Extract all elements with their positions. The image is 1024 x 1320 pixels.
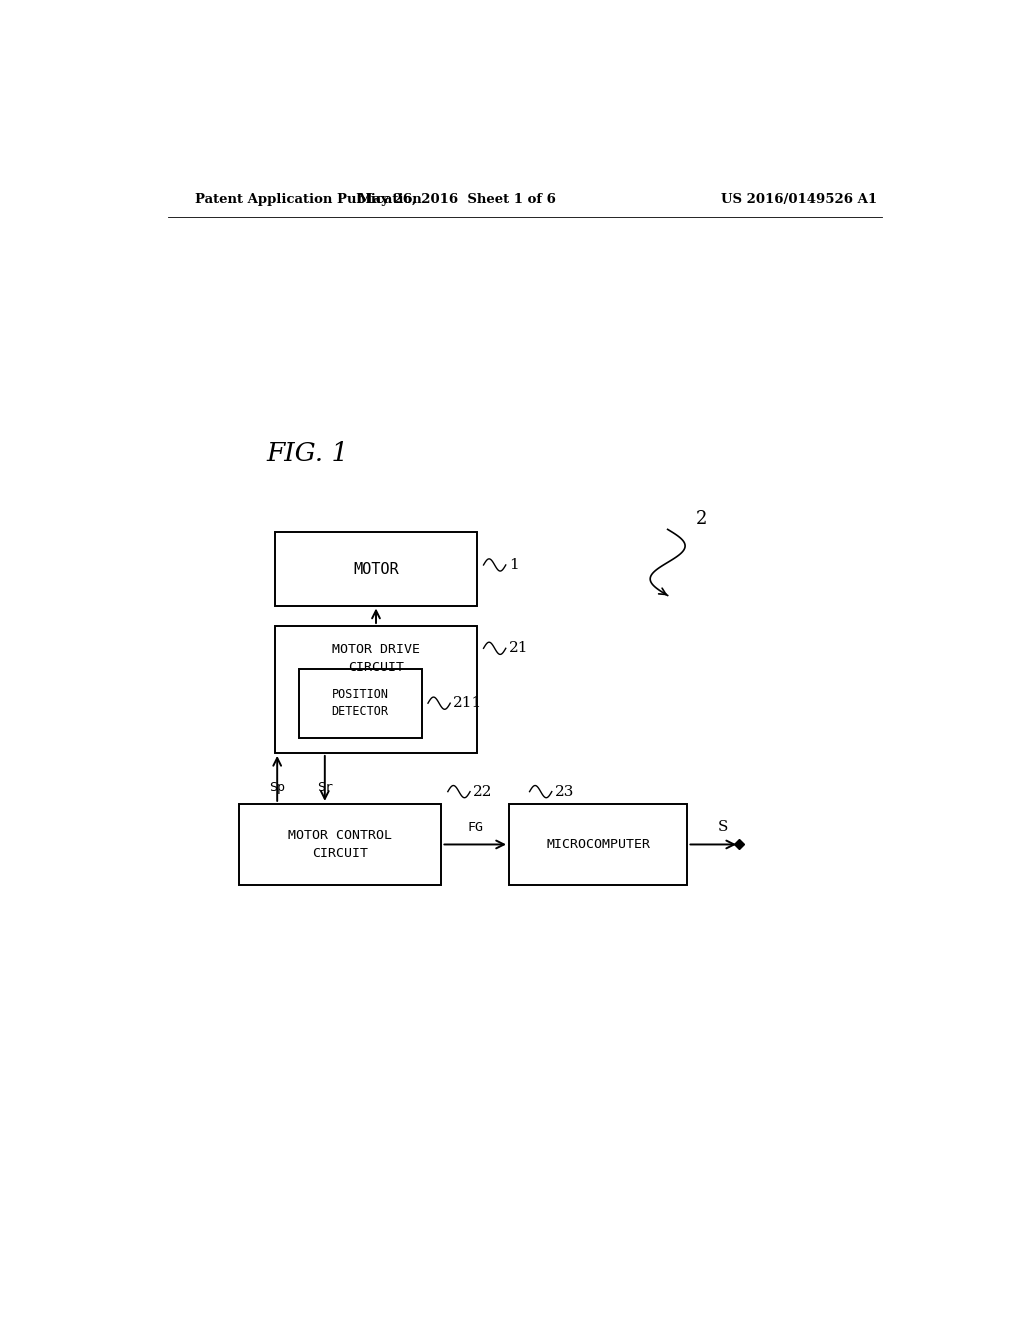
Bar [299,669,422,738]
Text: MOTOR DRIVE
CIRCUIT: MOTOR DRIVE CIRCUIT [332,643,420,675]
Text: 21: 21 [509,642,528,655]
Text: Sr: Sr [316,780,333,793]
Text: FIG. 1: FIG. 1 [267,441,349,466]
Bar [274,532,477,606]
Text: 23: 23 [555,784,574,799]
Text: MOTOR CONTROL
CIRCUIT: MOTOR CONTROL CIRCUIT [289,829,392,859]
Text: Sp: Sp [269,780,286,793]
Text: 22: 22 [473,784,493,799]
Text: 211: 211 [454,696,482,710]
Text: POSITION
DETECTOR: POSITION DETECTOR [332,688,389,718]
Text: 2: 2 [695,511,707,528]
Text: MICROCOMPUTER: MICROCOMPUTER [546,838,650,851]
Bar [274,626,477,752]
Text: S: S [718,820,728,834]
Text: 1: 1 [509,558,519,572]
Text: Patent Application Publication: Patent Application Publication [196,193,422,206]
Text: US 2016/0149526 A1: US 2016/0149526 A1 [721,193,877,206]
Bar [240,804,441,886]
Text: FG: FG [467,821,483,834]
Bar [509,804,687,886]
Text: MOTOR: MOTOR [353,561,398,577]
Text: May 26, 2016  Sheet 1 of 6: May 26, 2016 Sheet 1 of 6 [358,193,556,206]
